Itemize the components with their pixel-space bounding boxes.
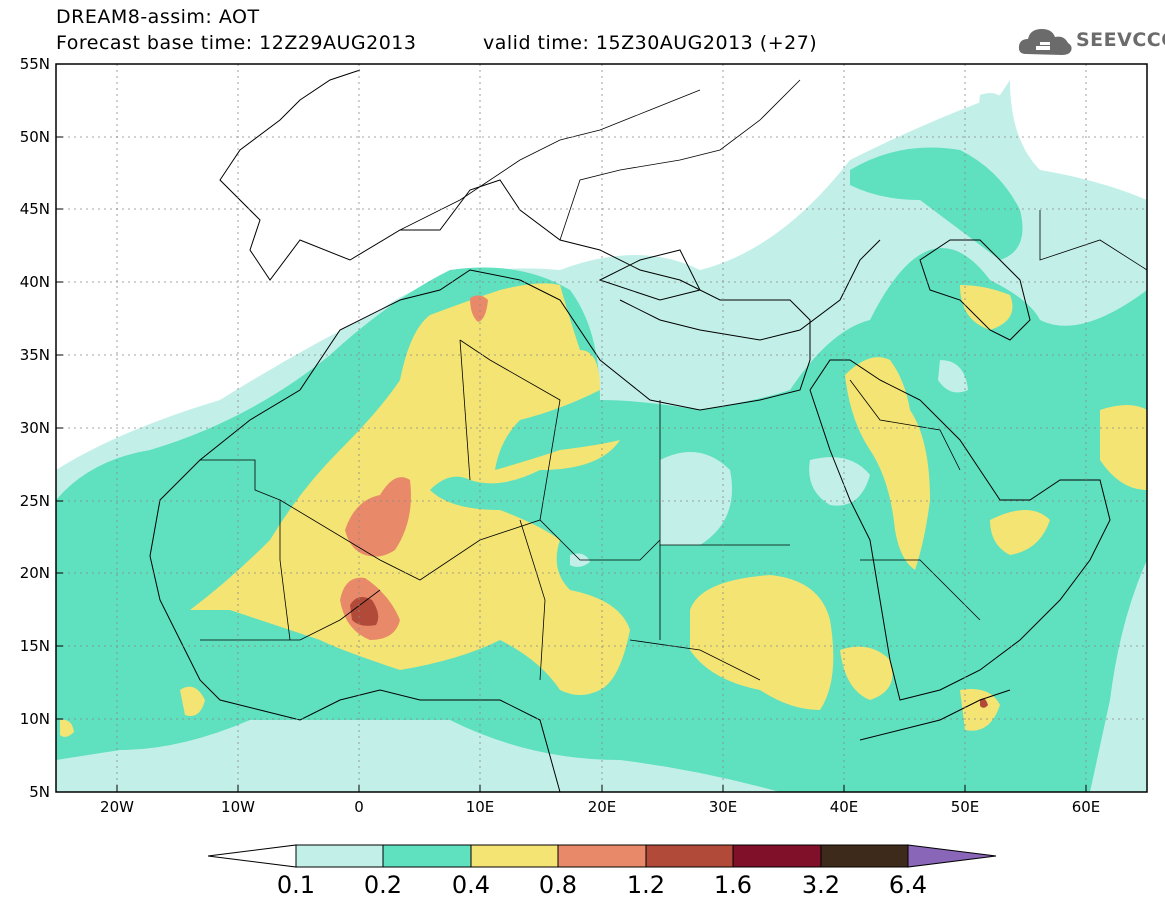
colorbar-label: 0.2 [364,871,402,899]
lat-label: 40N [20,273,50,291]
colorbar-label: 1.2 [627,871,665,899]
lon-label: 30E [709,798,738,816]
longitude-labels: 20W 10W 0 10E 20E 30E 40E 50E 60E [100,798,1100,816]
lat-label: 50N [20,128,50,146]
lat-label: 35N [20,346,50,364]
colorbar-label: 6.4 [889,871,927,899]
lat-label: 25N [20,492,50,510]
colorbar-label: 0.8 [539,871,577,899]
country-borders [200,79,1147,681]
colorbar [207,844,997,868]
colorbar-label: 0.4 [452,871,490,899]
cloud-icon [1018,29,1072,55]
latitude-labels: 55N 50N 45N 40N 35N 30N 25N 20N 15N 10N … [20,55,50,801]
lat-label: 20N [20,564,50,582]
lon-label: 50E [951,798,980,816]
lon-label: 20W [100,798,134,816]
aot-contour-0.8 [345,477,411,557]
grid-lines [56,64,1147,792]
lon-label: 20E [588,798,617,816]
lon-label: 10E [466,798,495,816]
lon-label: 0 [354,798,364,816]
logo-text: SEEVCCC [1076,29,1165,51]
map-title: DREAM8-assim: AOT [56,6,260,28]
valid-time: valid time: 15Z30AUG2013 (+27) [483,32,818,54]
colorbar-over-arrow [907,844,997,868]
colorbar-swatch [295,844,384,868]
colorbar-label: 3.2 [802,871,840,899]
colorbar-swatch [470,844,559,868]
seevccc-logo: SEEVCCC [1018,24,1165,60]
colorbar-under-arrow [207,844,297,868]
lat-label: 5N [29,783,50,801]
axis-ticks [56,63,1087,793]
lat-label: 45N [20,200,50,218]
lon-label: 10W [221,798,255,816]
lon-label: 60E [1072,798,1101,816]
lat-label: 10N [20,710,50,728]
colorbar-swatch [557,844,647,868]
colorbar-swatch [382,844,472,868]
colorbar-swatch [645,844,734,868]
colorbar-swatch [732,844,822,868]
coastlines [149,69,1111,792]
aot-contour-1.2 [350,596,379,626]
colorbar-label: 0.1 [277,871,315,899]
lon-label: 40E [830,798,859,816]
lat-label: 15N [20,637,50,655]
colorbar-swatch [820,844,909,868]
lat-label: 55N [20,55,50,73]
colorbar-labels: 0.1 0.2 0.4 0.8 1.2 1.6 3.2 6.4 [277,871,927,899]
lat-label: 30N [20,419,50,437]
forecast-base-time: Forecast base time: 12Z29AUG2013 [56,32,417,54]
colorbar-label: 1.6 [714,871,752,899]
